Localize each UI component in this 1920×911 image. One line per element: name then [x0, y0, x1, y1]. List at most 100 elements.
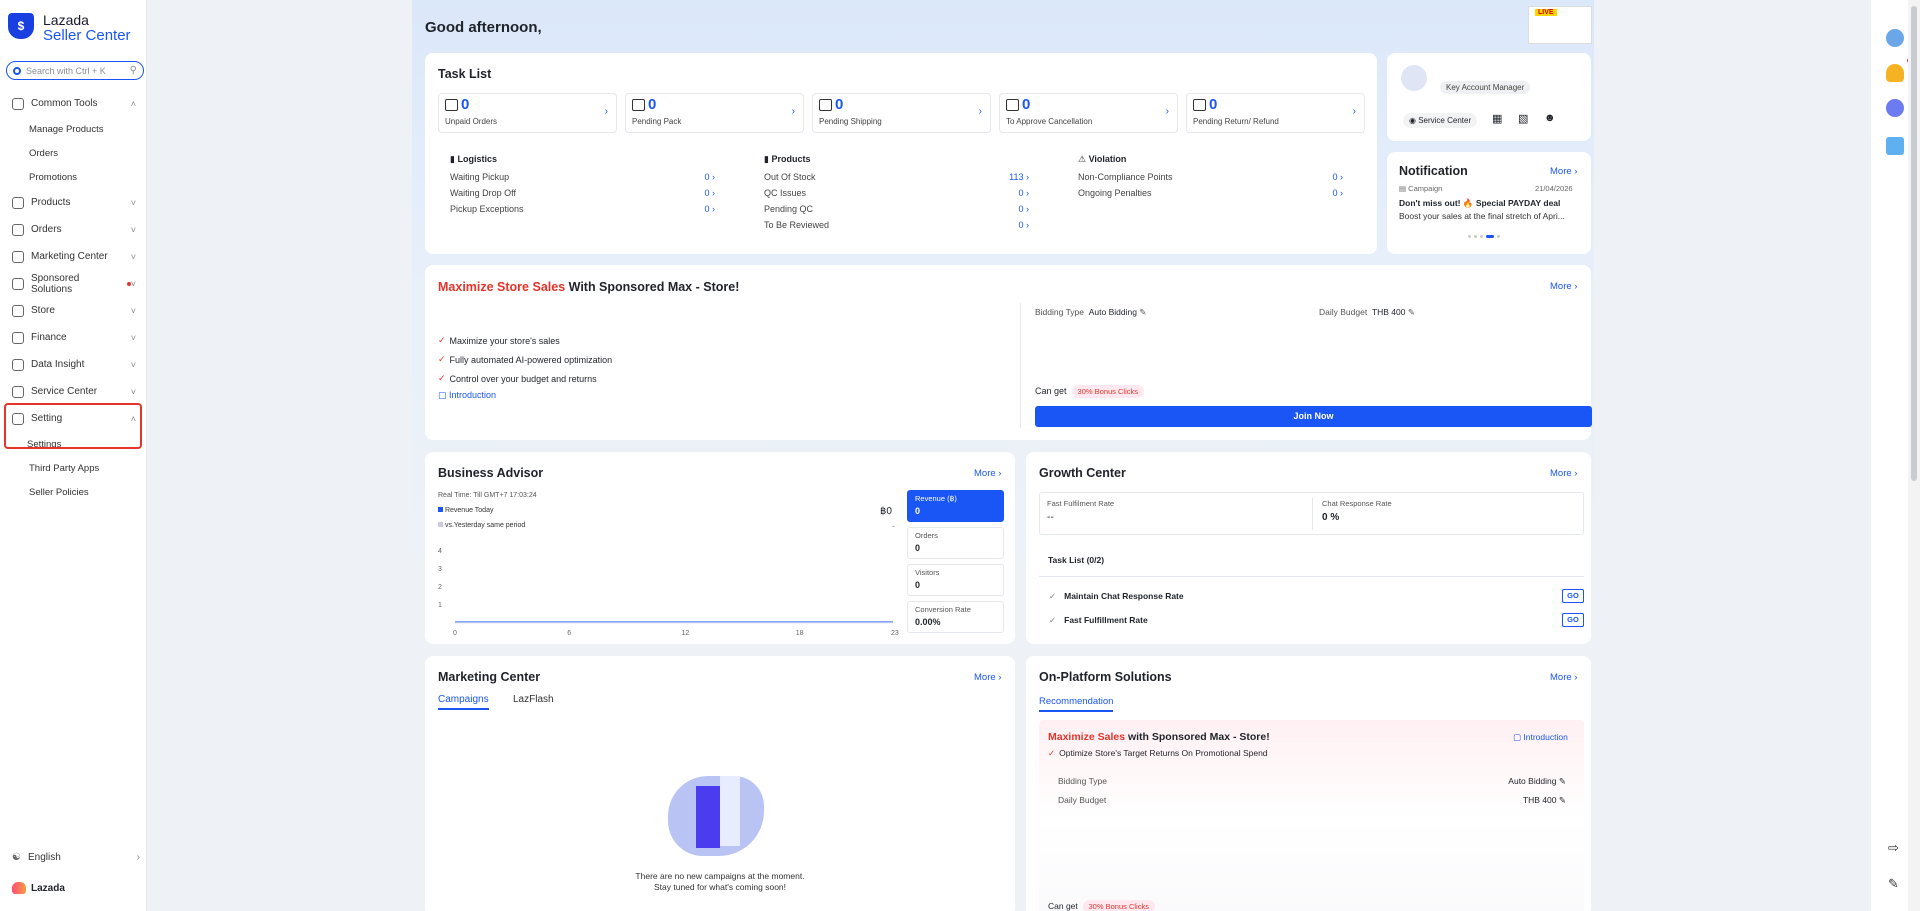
tab-recommendation[interactable]: Recommendation — [1039, 696, 1114, 712]
empty-message-2: Stay tuned for what's coming soon! — [653, 882, 787, 892]
task-row-label: Waiting Pickup — [450, 172, 510, 182]
task-box-pending-return-refund[interactable]: 0 Pending Return/ Refund › — [1186, 93, 1365, 133]
language-selector[interactable]: ☯ English › — [12, 852, 140, 863]
sidebar-item-label: Common Tools — [31, 98, 98, 109]
sidebar-subitem-promotions[interactable]: Promotions — [29, 171, 78, 183]
rec-bonus-badge: 30% Bonus Clicks — [1082, 900, 1155, 911]
sidebar-subitem-manage-products[interactable]: Manage Products — [29, 123, 104, 135]
rec-intro-link[interactable]: ▢ Introduction — [1513, 732, 1568, 743]
brand-logo[interactable]: $ Lazada Seller Center — [8, 12, 131, 44]
edit-icon[interactable]: ✎ — [1558, 795, 1566, 805]
task-count: 0 — [1209, 96, 1218, 113]
y-tick-label: 1 — [438, 602, 442, 609]
task-row[interactable]: Pickup Exceptions 0 › — [450, 201, 715, 217]
data-icon — [12, 358, 24, 371]
sidebar-item-store[interactable]: Store ˅ — [0, 297, 146, 324]
sidebar-item-setting[interactable]: Setting ˄ — [0, 405, 146, 432]
edit-icon[interactable]: ✎ — [1407, 307, 1415, 317]
fast-fulfilment-label: Fast Fulfilment Rate — [1047, 499, 1115, 508]
sidebar-item-products[interactable]: Products ˅ — [0, 189, 146, 216]
logout-icon[interactable]: ⇨ — [1888, 840, 1899, 855]
carousel-dots[interactable] — [1468, 235, 1500, 238]
task-row[interactable]: Waiting Drop Off 0 › — [450, 185, 715, 201]
live-banner[interactable]: LIVE — [1528, 6, 1592, 44]
task-row[interactable]: QC Issues 0 › — [764, 185, 1029, 201]
marketing-center-more-link[interactable]: More › — [974, 672, 1002, 683]
sidebar-item-service-center[interactable]: Service Center ˅ — [0, 378, 146, 405]
sidebar-item-orders[interactable]: Orders ˅ — [0, 216, 146, 243]
sidebar-item-data-insight[interactable]: Data Insight ˅ — [0, 351, 146, 378]
task-row-value-text: 0 — [1332, 172, 1338, 182]
sponsored-max-more-link[interactable]: More › — [1550, 281, 1578, 292]
platform-solutions-card: On-Platform Solutions More › Recommendat… — [1026, 656, 1591, 911]
sidebar-item-sponsored-solutions[interactable]: Sponsored Solutions ˅ — [0, 270, 146, 297]
growth-center-more-link[interactable]: More › — [1550, 468, 1578, 479]
notification-more-link[interactable]: More › — [1550, 166, 1578, 177]
task-box-to-approve-cancellation[interactable]: 0 To Approve Cancellation › — [999, 93, 1178, 133]
platform-solutions-more-link[interactable]: More › — [1550, 672, 1578, 683]
metric-tile-visitors[interactable]: Visitors 0 — [907, 564, 1004, 596]
sidebar-search-input[interactable]: Search with Ctrl + K ⚲ — [6, 61, 144, 80]
upload-icon[interactable] — [1886, 137, 1904, 155]
sidebar-subitem-settings[interactable]: Settings — [27, 438, 62, 450]
sidebar-subitem-seller-policies[interactable]: Seller Policies — [29, 486, 89, 498]
metric-value: 0.00% — [915, 617, 941, 627]
chevron-right-icon: › — [604, 106, 608, 117]
sidebar-item-label: Service Center — [31, 386, 98, 397]
edit-icon[interactable]: ✎ — [1558, 776, 1566, 786]
sidebar-subitem-third-party-apps[interactable]: Third Party Apps — [29, 462, 100, 474]
notification-headline[interactable]: Don't miss out! 🔥 Special PAYDAY deal — [1399, 198, 1561, 208]
search-placeholder: Search with Ctrl + K — [26, 65, 106, 76]
task-list-title: Task List — [438, 67, 492, 81]
task-row[interactable]: Out Of Stock 113 › — [764, 169, 1029, 185]
edit-feedback-icon[interactable]: ✎ — [1888, 876, 1899, 891]
calendar-icon[interactable]: ▦ — [1492, 113, 1503, 125]
task-row[interactable]: Pending QC 0 › — [764, 201, 1029, 217]
benefit-item: ✓ Fully automated AI-powered optimization — [438, 350, 612, 369]
chat-response-label: Chat Response Rate — [1322, 499, 1392, 508]
metric-tile-orders[interactable]: Orders 0 — [907, 527, 1004, 559]
task-row[interactable]: Waiting Pickup 0 › — [450, 169, 715, 185]
go-button[interactable]: GO — [1562, 589, 1584, 603]
join-now-button[interactable]: Join Now — [1035, 406, 1592, 427]
sponsored-intro-link[interactable]: ▢ Introduction — [438, 390, 496, 401]
page-scrollbar[interactable] — [1908, 0, 1920, 911]
assistant-icon[interactable] — [1886, 29, 1904, 47]
sponsored-max-title-highlight: Maximize Store Sales — [438, 280, 566, 294]
user-icon[interactable]: ☻ — [1544, 112, 1556, 124]
task-box-unpaid-orders[interactable]: 0 Unpaid Orders › — [438, 93, 617, 133]
task-box-pending-pack[interactable]: 0 Pending Pack › — [625, 93, 804, 133]
service-center-link[interactable]: ◉ Service Center — [1403, 113, 1478, 128]
gc-task-row: ✓ Maintain Chat Response Rate GO — [1039, 587, 1584, 605]
business-advisor-more-link[interactable]: More › — [974, 468, 1002, 479]
task-label: Pending Shipping — [819, 117, 882, 126]
rec-title-highlight: Maximize Sales — [1048, 731, 1126, 743]
notification-category: ▤ Campaign — [1399, 184, 1442, 193]
realtime-label: Real Time: Till GMT+7 17:03:24 — [438, 492, 537, 499]
task-row-value: 113 › — [1009, 172, 1029, 182]
orders-icon — [12, 223, 24, 236]
chat-icon[interactable] — [1886, 99, 1904, 117]
sidebar-subitem-orders[interactable]: Orders — [29, 147, 59, 159]
sponsored-max-title: Maximize Store Sales With Sponsored Max … — [438, 280, 739, 294]
go-button[interactable]: GO — [1562, 613, 1584, 627]
sidebar-item-marketing-center[interactable]: Marketing Center ˅ — [0, 243, 146, 270]
task-row[interactable]: To Be Reviewed 0 › — [764, 217, 1029, 233]
warning-icon: ⚠ — [1078, 154, 1089, 164]
metric-tile-revenue-[interactable]: Revenue (฿) 0 — [907, 490, 1004, 522]
edit-icon[interactable]: ✎ — [1139, 307, 1147, 317]
sidebar-item-finance[interactable]: Finance ˅ — [0, 324, 146, 351]
tab-campaigns[interactable]: Campaigns — [438, 694, 489, 710]
task-box-pending-shipping[interactable]: 0 Pending Shipping › — [812, 93, 991, 133]
task-row[interactable]: Ongoing Penalties 0 › — [1078, 185, 1343, 201]
search-icon[interactable]: ⚲ — [129, 65, 137, 76]
sidebar-item-common-tools[interactable]: Common Tools ˄ — [0, 90, 146, 117]
tab-lazflash[interactable]: LazFlash — [513, 694, 554, 705]
table-icon[interactable]: ▧ — [1518, 113, 1529, 125]
growth-center-card: Growth Center More › Fast Fulfilment Rat… — [1026, 452, 1591, 644]
task-row[interactable]: Non-Compliance Points 0 › — [1078, 169, 1343, 185]
scrollbar-thumb[interactable] — [1911, 6, 1917, 481]
metric-tile-conversion-rate[interactable]: Conversion Rate 0.00% — [907, 601, 1004, 633]
bell-icon[interactable] — [1886, 64, 1904, 82]
rec-budget-value: THB 400 ✎ — [1523, 795, 1566, 806]
